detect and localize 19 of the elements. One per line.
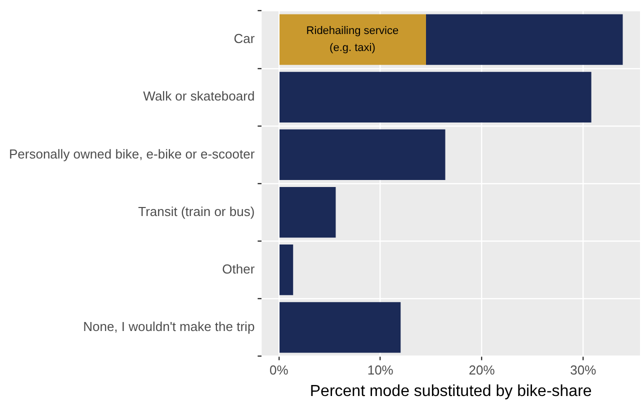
y-tick-label: None, I wouldn't make the trip xyxy=(83,318,255,334)
y-tick-label: Personally owned bike, e-bike or e-scooter xyxy=(8,146,256,162)
x-tick-label: 20% xyxy=(468,362,496,378)
y-tick-label: Car xyxy=(234,31,256,46)
bar xyxy=(280,186,336,238)
x-tick-label: 0% xyxy=(270,362,289,378)
bar xyxy=(280,14,426,65)
bar xyxy=(280,129,446,180)
x-tick-label: 30% xyxy=(570,362,597,378)
y-tick-label: Walk or skateboard xyxy=(143,88,255,104)
x-axis-title: Percent mode substituted by bike-share xyxy=(310,382,592,400)
y-tick-label: Other xyxy=(222,261,256,276)
bar xyxy=(280,72,592,122)
y-tick-label: Transit (train or bus) xyxy=(138,204,255,219)
bar xyxy=(280,302,401,353)
x-tick-label: 10% xyxy=(367,362,394,378)
bar xyxy=(426,14,623,65)
annotation: Ridehailing service (e.g. taxi) xyxy=(306,25,399,54)
bar xyxy=(280,244,294,296)
